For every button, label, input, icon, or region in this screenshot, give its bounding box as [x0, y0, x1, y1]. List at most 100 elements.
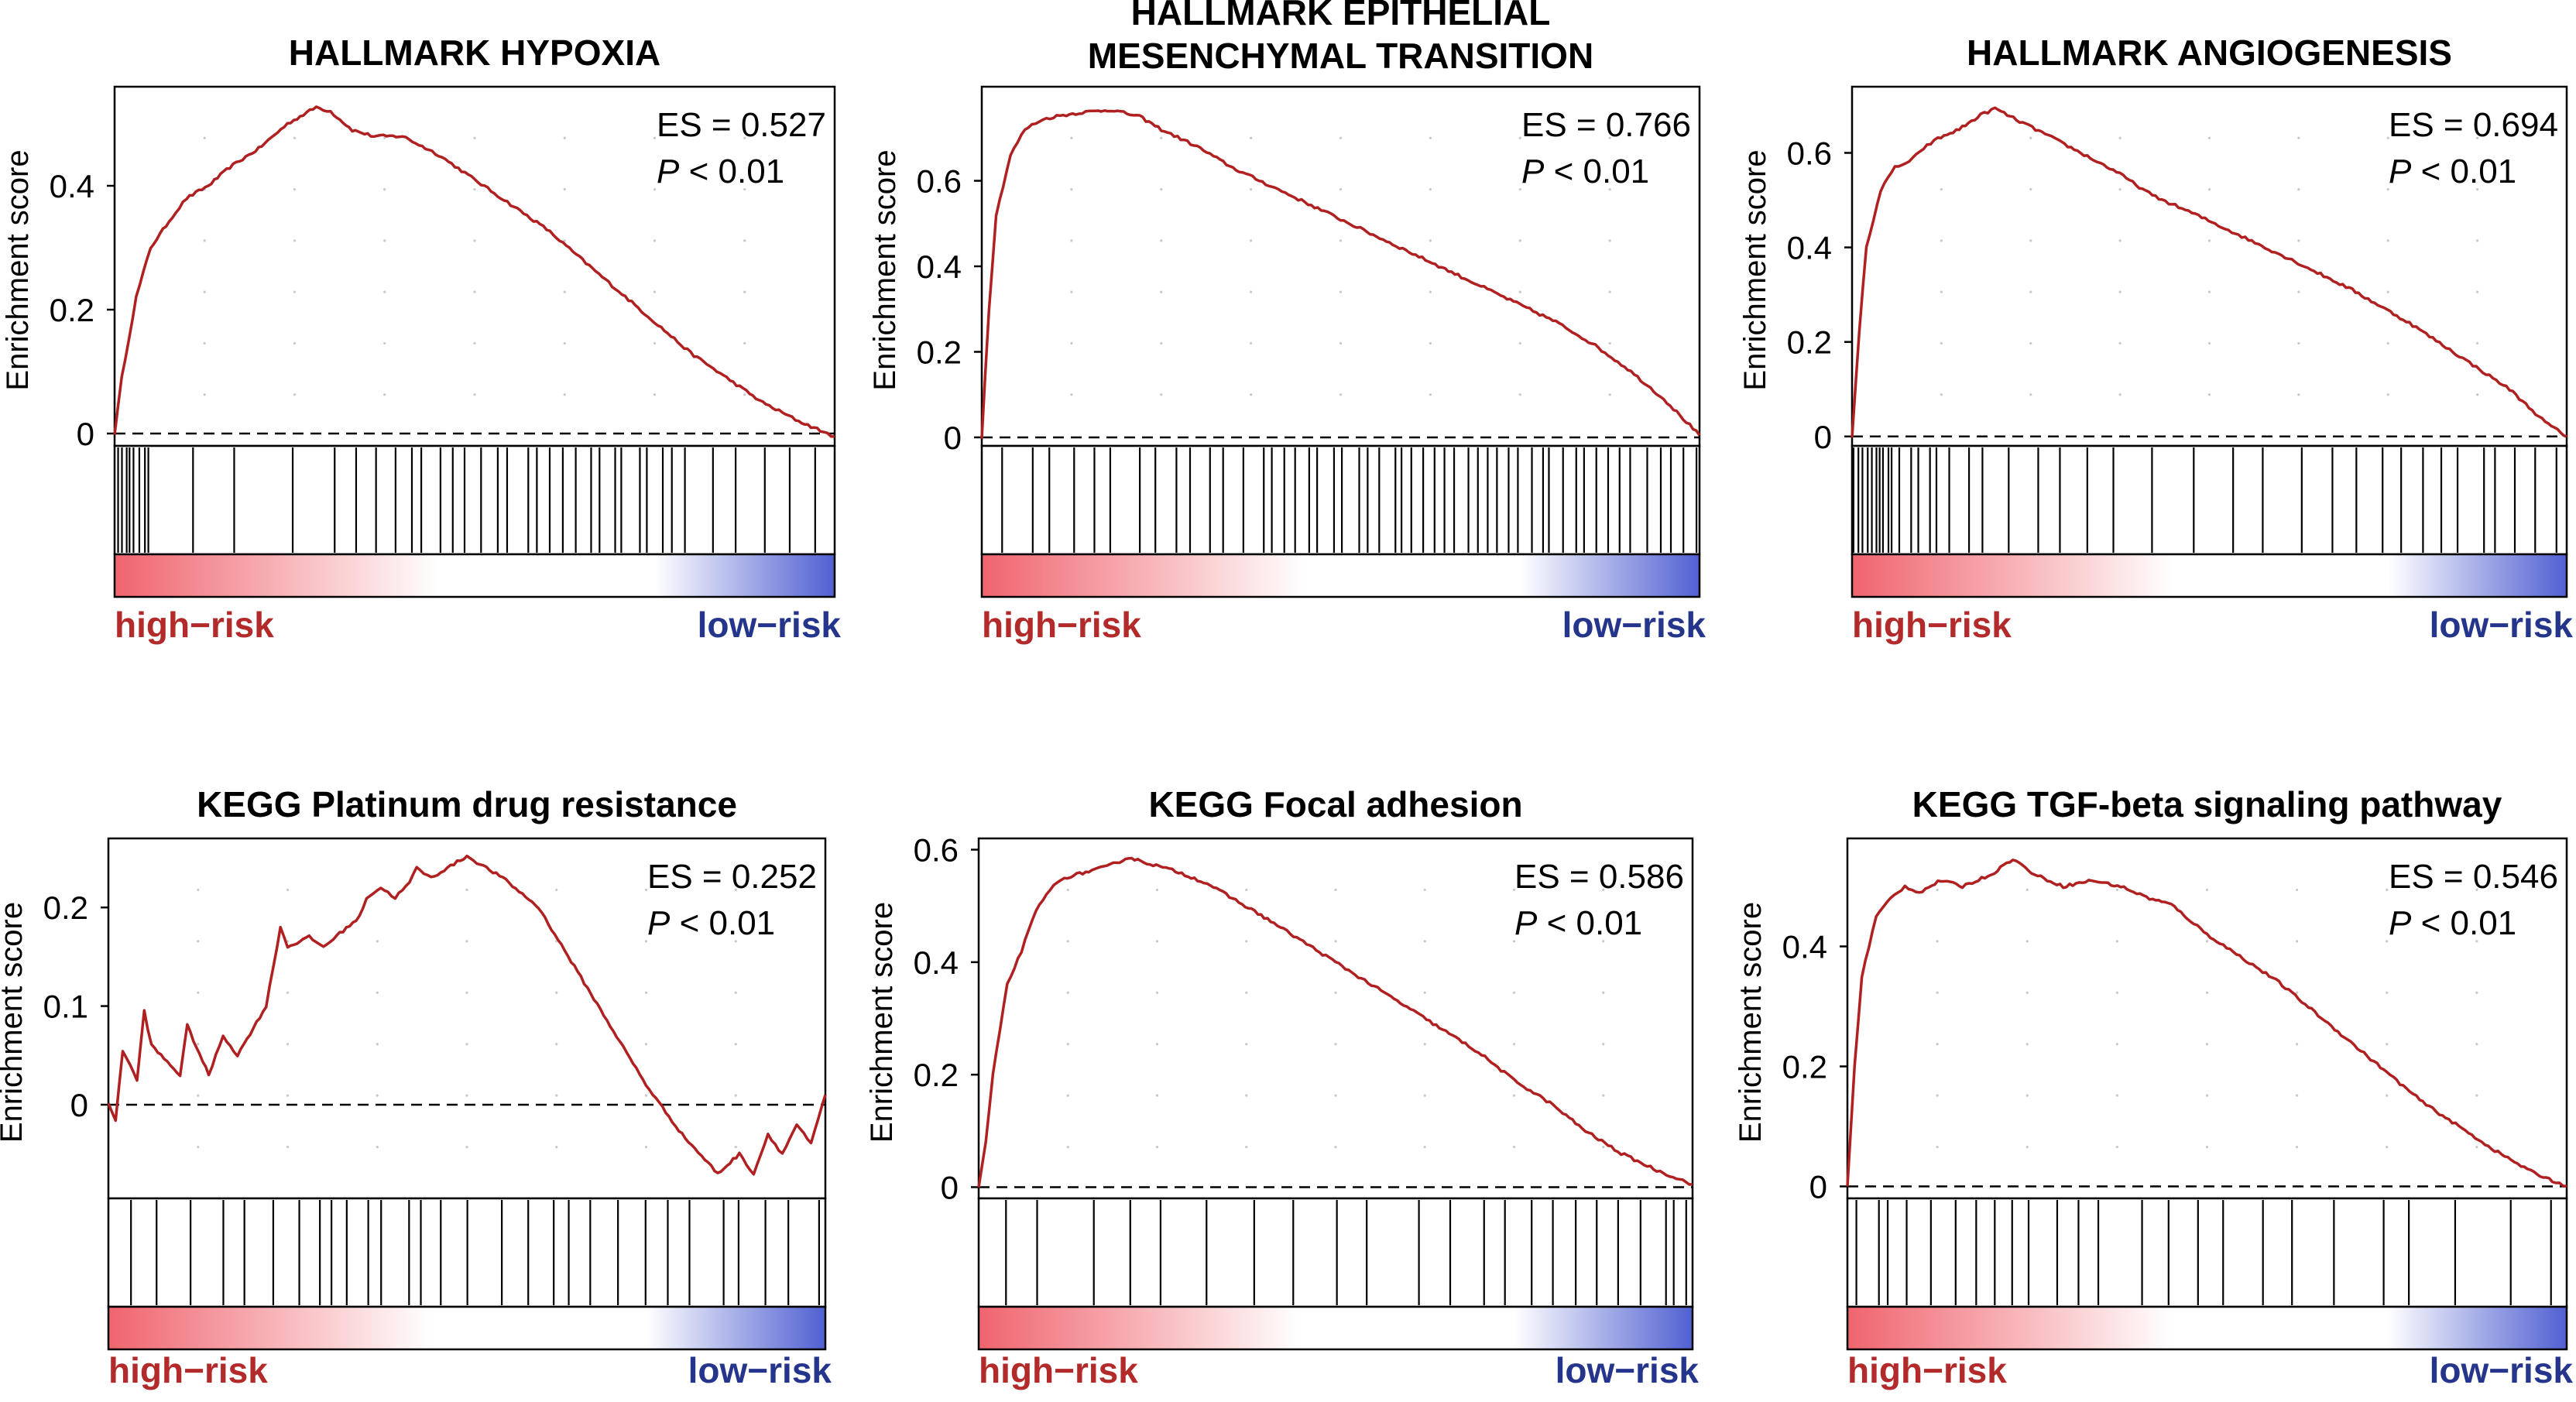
grid-dot — [644, 888, 648, 892]
grid-dot — [1155, 1043, 1159, 1046]
y-tick-label: 0 — [1814, 419, 1832, 455]
grid-dot — [1066, 1145, 1069, 1149]
grid-dot — [286, 991, 290, 994]
grid-dot — [653, 341, 657, 345]
grid-dot — [1602, 940, 1605, 943]
grid-dot — [1429, 341, 1432, 345]
y-tick-label: 0 — [77, 416, 94, 452]
grid-dot — [197, 1094, 200, 1097]
grid-dot — [2115, 991, 2118, 994]
grid-dot — [465, 1043, 468, 1046]
grid-dots — [1070, 136, 1611, 396]
grid-dot — [1940, 187, 1943, 191]
grid-dot — [1160, 136, 1163, 139]
p-value: P < 0.01 — [1521, 153, 1649, 190]
grid-dot — [2296, 991, 2299, 994]
grid-dot — [2205, 1094, 2209, 1097]
grid-dot — [1245, 1043, 1248, 1046]
grid-dot — [1940, 393, 1943, 396]
grid-dot — [465, 940, 468, 943]
es-value: ES = 0.694 — [2389, 106, 2558, 144]
grid-dots — [1936, 888, 2478, 1149]
grid-dot — [2118, 187, 2122, 191]
grid-dot — [1940, 290, 1943, 293]
rank-gradient-bar — [107, 1305, 827, 1351]
grid-dot — [1245, 1094, 1248, 1097]
grid-dot — [473, 136, 476, 139]
y-tick-label: 0.6 — [914, 832, 959, 869]
grid-dot — [2029, 393, 2032, 396]
grid-dot — [1608, 239, 1611, 242]
grid-dot — [2386, 341, 2389, 345]
grid-dot — [376, 940, 379, 943]
grid-dot — [2115, 1043, 2118, 1046]
grid-dot — [743, 136, 746, 139]
grid-dot — [2475, 1043, 2478, 1046]
grid-dot — [2115, 1094, 2118, 1097]
grid-dot — [1155, 1145, 1159, 1149]
grid-dot — [1936, 940, 1939, 943]
grid-dot — [2207, 341, 2211, 345]
grid-dot — [2475, 888, 2478, 892]
grid-dot — [1070, 393, 1073, 396]
grid-dot — [1518, 341, 1521, 345]
rank-gradient-bar — [1846, 1305, 2568, 1351]
grid-dot — [1245, 1145, 1248, 1149]
grid-dot — [563, 136, 566, 139]
grid-dot — [743, 341, 746, 345]
grid-dot — [1602, 1043, 1605, 1046]
grid-dot — [1245, 888, 1248, 892]
grid-dot — [743, 290, 746, 293]
grid-dot — [473, 239, 476, 242]
grid-dot — [734, 940, 737, 943]
grid-dot — [1250, 136, 1253, 139]
grid-dot — [1423, 1094, 1426, 1097]
grid-dot — [2296, 1043, 2299, 1046]
grid-dot — [2029, 136, 2032, 139]
grid-dot — [2476, 290, 2479, 293]
grid-dot — [2296, 940, 2299, 943]
grid-dot — [473, 290, 476, 293]
grid-dot — [293, 393, 297, 396]
grid-dot — [555, 1043, 558, 1046]
enrichment-curve — [977, 856, 1693, 1188]
grid-dot — [2029, 239, 2032, 242]
gsea-panel-6: KEGG TGF-beta signaling pathway 0 0.2 0.4 En… — [1734, 784, 2573, 1390]
grid-dot — [734, 1094, 737, 1097]
grid-dot — [1602, 991, 1605, 994]
grid-dot — [644, 1145, 648, 1149]
grid-dot — [1070, 290, 1073, 293]
grid-dot — [2297, 239, 2300, 242]
grid-dot — [2029, 290, 2032, 293]
rank-gradient-bar — [1851, 553, 2568, 598]
grid-dot — [1334, 1094, 1337, 1097]
grid-dot — [293, 239, 297, 242]
grid-dot — [2297, 393, 2300, 396]
grid-dot — [1070, 341, 1073, 345]
grid-dot — [1160, 290, 1163, 293]
grid-dot — [203, 239, 206, 242]
grid-dot — [293, 341, 297, 345]
grid-dot — [2207, 187, 2211, 191]
es-value: ES = 0.527 — [657, 106, 826, 144]
grid-dot — [1423, 940, 1426, 943]
enrichment-curve — [107, 854, 827, 1176]
grid-dot — [1602, 888, 1605, 892]
grid-dot — [2115, 888, 2118, 892]
rug-frame — [1851, 444, 2568, 556]
grid-dot — [1339, 239, 1343, 242]
grid-dot — [1160, 187, 1163, 191]
gsea-panel-5: KEGG Focal adhesion 0 0.2 0.4 0.6 Enrichment … — [865, 784, 1699, 1390]
grid-dot — [1512, 940, 1516, 943]
grid-dot — [555, 1094, 558, 1097]
grid-dot — [286, 1145, 290, 1149]
grid-dot — [1512, 1094, 1516, 1097]
grid-dot — [1066, 1043, 1069, 1046]
grid-dot — [734, 991, 737, 994]
hit-rug — [1846, 1197, 2568, 1308]
grid-dot — [1066, 940, 1069, 943]
grid-dot — [203, 290, 206, 293]
grid-dot — [1066, 991, 1069, 994]
grid-dot — [1512, 888, 1516, 892]
panel-title: HALLMARK ANGIOGENESIS — [1967, 33, 2452, 73]
